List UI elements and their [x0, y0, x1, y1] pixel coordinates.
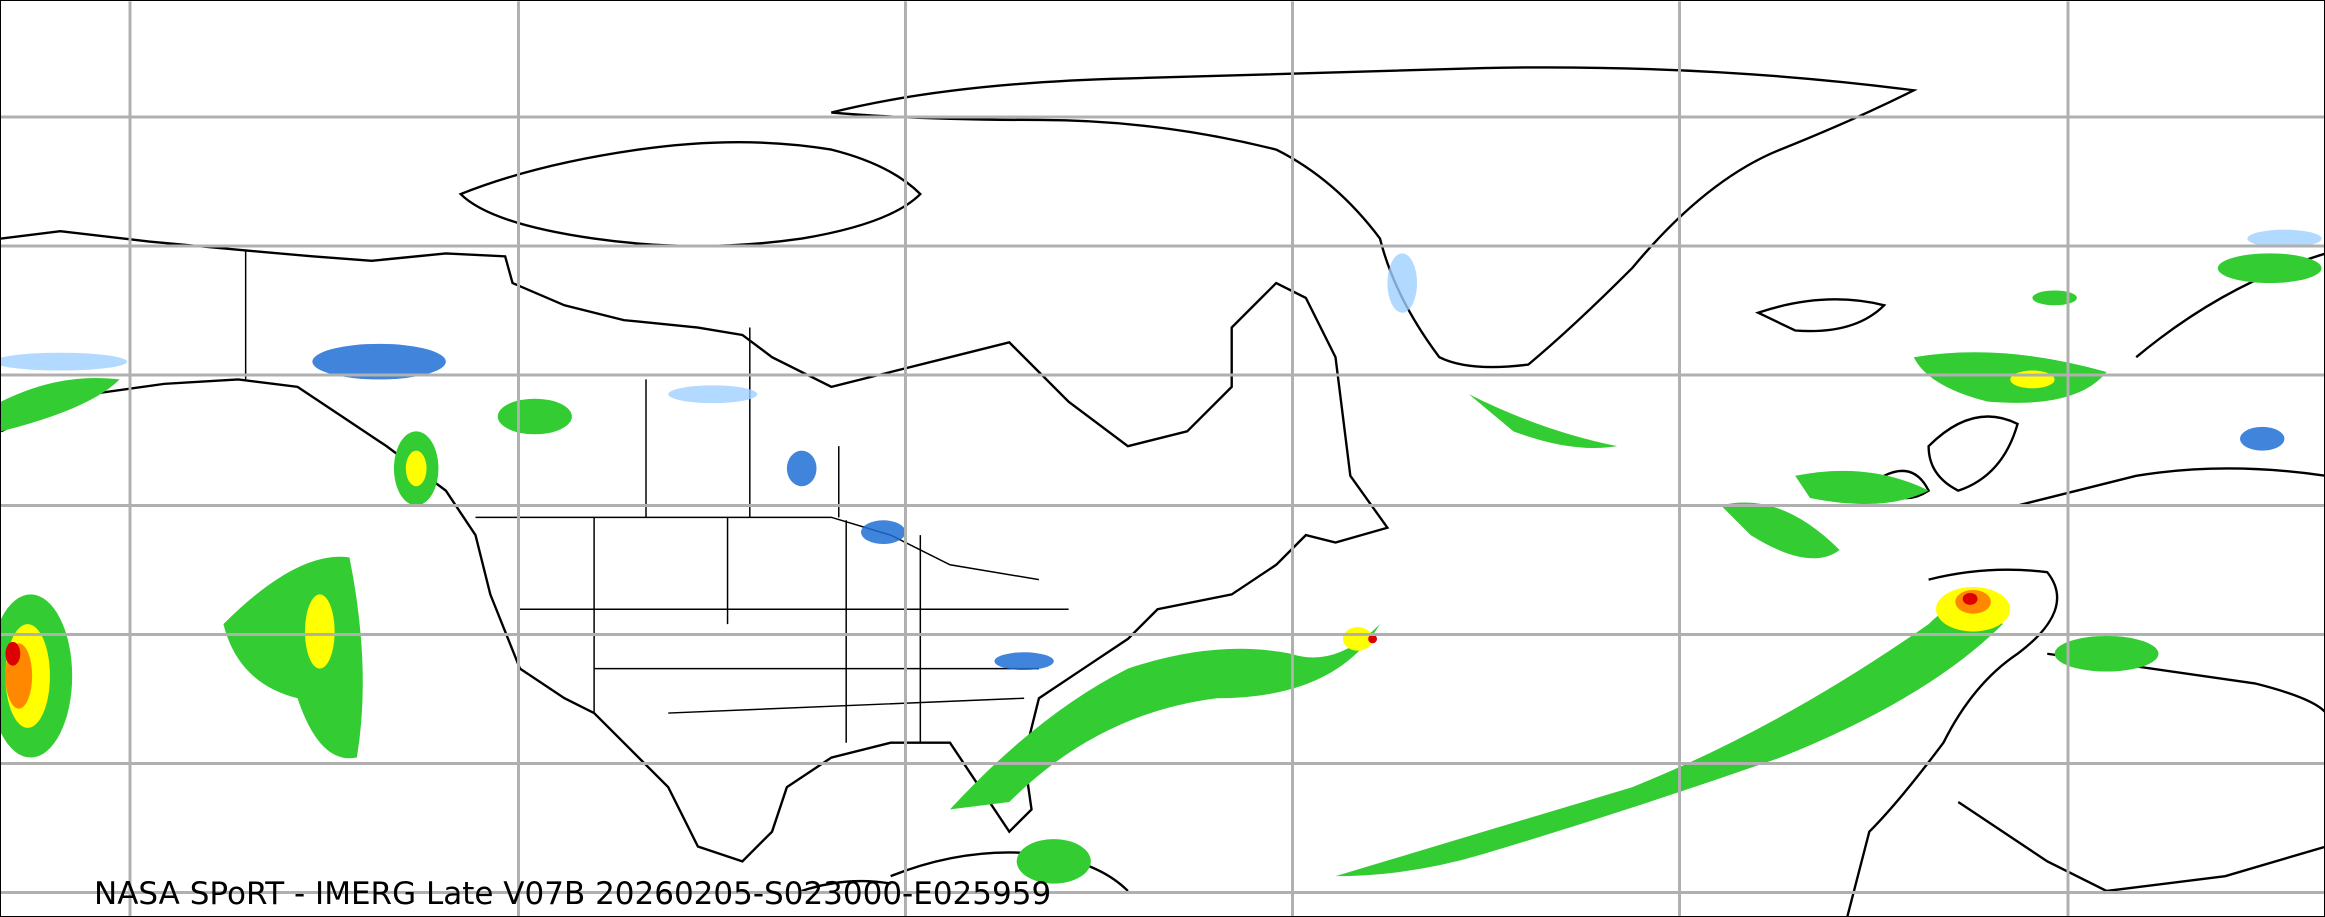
precipitation-overlay	[1, 229, 2322, 884]
map-caption: NASA SPoRT - IMERG Late V07B 20260205-S0…	[94, 876, 1052, 912]
coastlines	[1, 66, 2324, 916]
